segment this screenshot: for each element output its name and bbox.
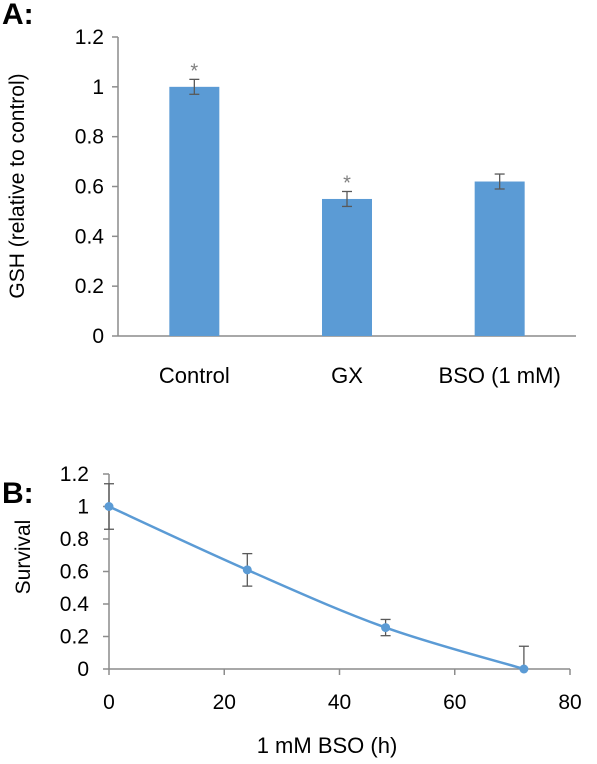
panel-a-y-tick-label: 1 — [92, 76, 104, 99]
panel-b-x-tick-label: 60 — [443, 691, 466, 714]
panel-b-y-tick-label: 1 — [77, 496, 89, 519]
panel-b-line-chart: B: Survival 1 mM BSO (h) 0 0.2 0.4 0.6 0.8 1 1… — [2, 463, 582, 758]
panel-a-y-tick-label: 0.2 — [75, 275, 104, 298]
panel-b-y-tick-label: 1.2 — [60, 463, 89, 486]
panel-b-x-tick-label: 20 — [213, 691, 236, 714]
panel-a-significance-marker: * — [190, 60, 198, 82]
panel-a-y-axis-label: GSH (relative to control) — [6, 73, 29, 298]
panel-a-bar — [322, 198, 372, 336]
panel-b-x-tick-label: 80 — [558, 691, 581, 714]
panel-b-y-tick-label: 0.4 — [60, 593, 90, 616]
panel-b-y-tick-label: 0.2 — [60, 626, 89, 649]
panel-a-bar — [474, 181, 525, 336]
panel-b-x-tick-label: 0 — [103, 691, 115, 714]
panel-b-y-axis-label: Survival — [12, 520, 35, 595]
panel-b-x-axis-label: 1 mM BSO (h) — [257, 733, 398, 758]
panel-a-y-tick-label: 0.8 — [75, 126, 104, 149]
panel-a-category-label: Control — [159, 363, 230, 388]
panel-b-x-tick-label: 40 — [328, 691, 351, 714]
panel-b-y-tick-label: 0.6 — [60, 561, 89, 584]
panel-a-y-tick-label: 0 — [92, 325, 104, 348]
panel-b-data-point — [381, 623, 391, 633]
panel-a-y-tick-label: 0.6 — [75, 176, 104, 199]
panel-a-significance-marker: * — [343, 172, 351, 194]
panel-a-label: A: — [2, 0, 34, 31]
panel-b-data-point — [104, 502, 114, 511]
panel-a-category-label: BSO (1 mM) — [439, 363, 561, 388]
panel-a-y-tick-label: 1.2 — [75, 26, 104, 49]
panel-a-y-tick-label: 0.4 — [75, 225, 105, 248]
panel-a-bar-chart: A: GSH (relative to control) 0 0.2 0.4 0.6 0… — [2, 0, 576, 388]
panel-b-y-tick-label: 0.8 — [60, 528, 89, 551]
panel-a-bar — [169, 86, 220, 336]
panel-b-data-point — [242, 565, 252, 575]
panel-b-data-point — [519, 664, 529, 674]
panel-b-series-line — [108, 505, 525, 671]
panel-b-y-tick-label: 0 — [77, 658, 89, 681]
panel-b-label: B: — [2, 477, 34, 510]
panel-a-category-label: GX — [331, 363, 363, 388]
